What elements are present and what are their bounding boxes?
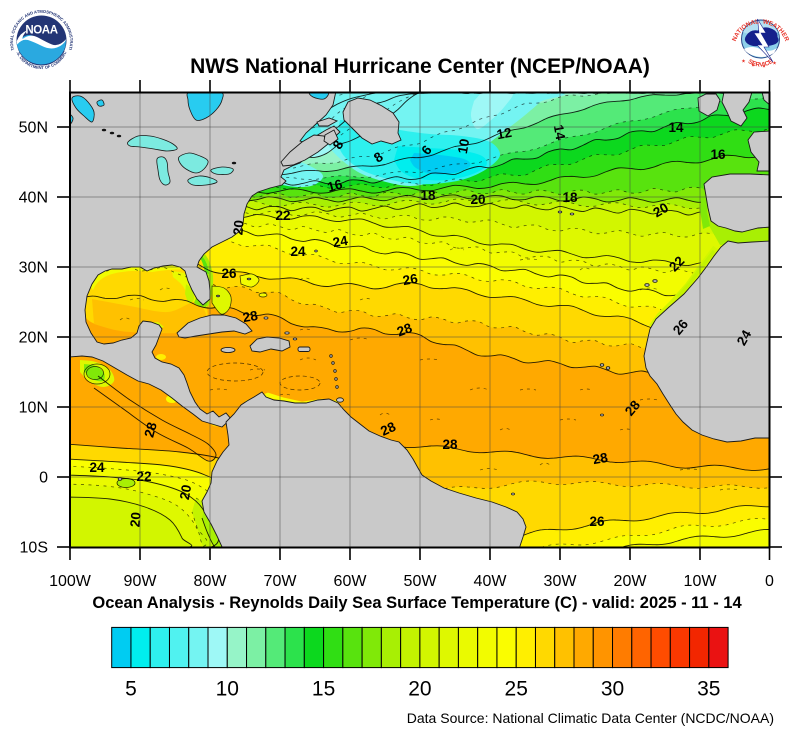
svg-text:12: 12 bbox=[496, 125, 513, 142]
svg-text:15: 15 bbox=[312, 678, 335, 701]
svg-text:28: 28 bbox=[378, 419, 398, 439]
svg-text:20: 20 bbox=[650, 200, 671, 221]
svg-text:0: 0 bbox=[765, 573, 774, 590]
svg-text:SERVICE: SERVICE bbox=[747, 58, 775, 69]
svg-text:28: 28 bbox=[395, 320, 415, 339]
svg-text:100W: 100W bbox=[49, 573, 92, 590]
svg-text:24: 24 bbox=[332, 233, 350, 250]
svg-text:70W: 70W bbox=[264, 573, 298, 590]
svg-text:26: 26 bbox=[589, 514, 605, 529]
svg-text:90W: 90W bbox=[124, 573, 158, 590]
svg-text:40N: 40N bbox=[19, 190, 48, 207]
svg-text:26: 26 bbox=[221, 266, 237, 281]
svg-text:20: 20 bbox=[177, 484, 194, 501]
svg-text:10S: 10S bbox=[20, 540, 48, 557]
svg-text:20: 20 bbox=[230, 219, 246, 235]
svg-text:24: 24 bbox=[290, 244, 306, 259]
svg-text:35: 35 bbox=[697, 678, 720, 701]
svg-text:20N: 20N bbox=[19, 330, 48, 347]
svg-text:Ocean Analysis - Reynolds Dail: Ocean Analysis - Reynolds Daily Sea Surf… bbox=[92, 594, 742, 612]
svg-text:40W: 40W bbox=[474, 573, 508, 590]
svg-text:Data Source: National Climatic: Data Source: National Climatic Data Cent… bbox=[407, 710, 774, 726]
svg-text:80W: 80W bbox=[194, 573, 228, 590]
svg-text:20: 20 bbox=[408, 678, 431, 701]
svg-text:20: 20 bbox=[470, 192, 485, 207]
svg-text:50W: 50W bbox=[404, 573, 438, 590]
svg-text:10: 10 bbox=[216, 678, 239, 701]
svg-text:60W: 60W bbox=[334, 573, 368, 590]
svg-text:50N: 50N bbox=[19, 120, 48, 137]
svg-text:14: 14 bbox=[551, 124, 568, 142]
svg-text:20: 20 bbox=[127, 511, 143, 527]
svg-text:NWS National Hurricane Center: NWS National Hurricane Center (NCEP/NOAA… bbox=[190, 55, 650, 78]
svg-text:24: 24 bbox=[89, 460, 105, 475]
svg-text:30N: 30N bbox=[19, 260, 48, 277]
svg-text:10W: 10W bbox=[684, 573, 718, 590]
svg-text:28: 28 bbox=[592, 450, 610, 467]
svg-text:28: 28 bbox=[141, 420, 160, 439]
svg-text:5: 5 bbox=[125, 678, 137, 701]
svg-text:0: 0 bbox=[39, 470, 48, 487]
svg-text:18: 18 bbox=[420, 188, 436, 203]
svg-text:28: 28 bbox=[442, 437, 458, 452]
svg-text:10: 10 bbox=[455, 138, 472, 155]
svg-text:16: 16 bbox=[710, 147, 726, 162]
svg-text:30: 30 bbox=[601, 678, 624, 701]
svg-text:24: 24 bbox=[734, 327, 755, 348]
svg-text:30W: 30W bbox=[544, 573, 578, 590]
svg-text:16: 16 bbox=[326, 176, 345, 195]
svg-text:26: 26 bbox=[402, 271, 420, 288]
svg-text:20W: 20W bbox=[614, 573, 648, 590]
svg-text:25: 25 bbox=[505, 678, 528, 701]
svg-text:10N: 10N bbox=[19, 400, 48, 417]
svg-text:22: 22 bbox=[275, 208, 290, 223]
svg-text:NOAA: NOAA bbox=[25, 25, 57, 37]
svg-text:28: 28 bbox=[242, 308, 260, 325]
